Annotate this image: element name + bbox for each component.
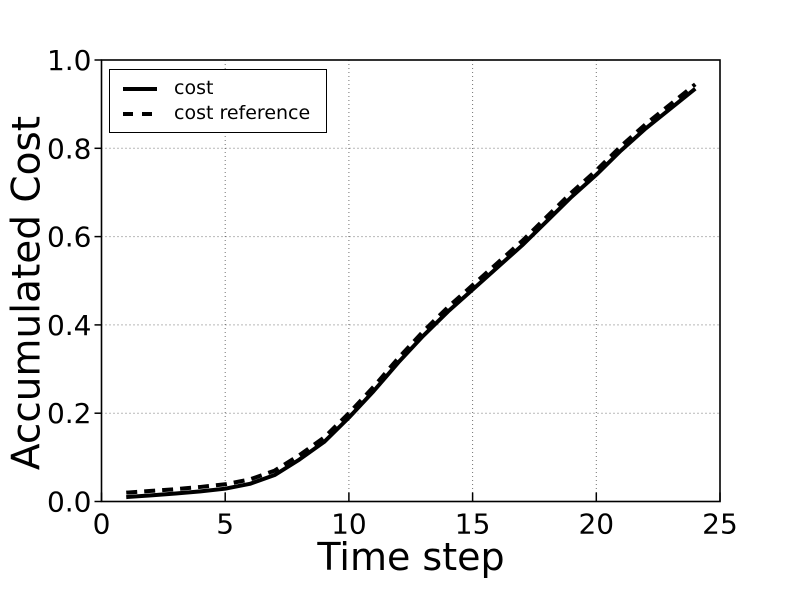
y-tick-label: 0.6 xyxy=(47,221,92,254)
legend-label-cost: cost xyxy=(174,77,214,99)
y-tick-label: 0.4 xyxy=(47,309,92,342)
y-tick-label: 0.2 xyxy=(47,397,92,430)
y-tick-label: 1.0 xyxy=(47,44,92,77)
y-tick-label: 0.0 xyxy=(47,486,92,519)
y-tick-label: 0.8 xyxy=(47,132,92,165)
legend: cost cost reference xyxy=(109,69,327,133)
x-tick-label: 15 xyxy=(455,508,491,541)
x-tick-label: 0 xyxy=(93,508,111,541)
y-axis-label: Accumulated Cost xyxy=(4,115,50,471)
legend-label-cost-reference: cost reference xyxy=(174,102,311,124)
solid-line-sample-icon xyxy=(123,86,157,91)
dashed-line-sample-icon xyxy=(123,111,157,116)
cost-line xyxy=(126,87,697,500)
axes-frame xyxy=(100,59,721,503)
legend-entry-cost: cost xyxy=(123,79,326,98)
x-tick-label: 10 xyxy=(331,508,367,541)
cost-reference-line xyxy=(126,82,697,495)
x-tick-label: 20 xyxy=(578,508,614,541)
legend-entry-cost-reference: cost reference xyxy=(123,104,326,123)
x-tick-label: 25 xyxy=(702,508,738,541)
x-tick-label: 5 xyxy=(216,508,234,541)
x-axis-label: Time step xyxy=(317,535,505,579)
